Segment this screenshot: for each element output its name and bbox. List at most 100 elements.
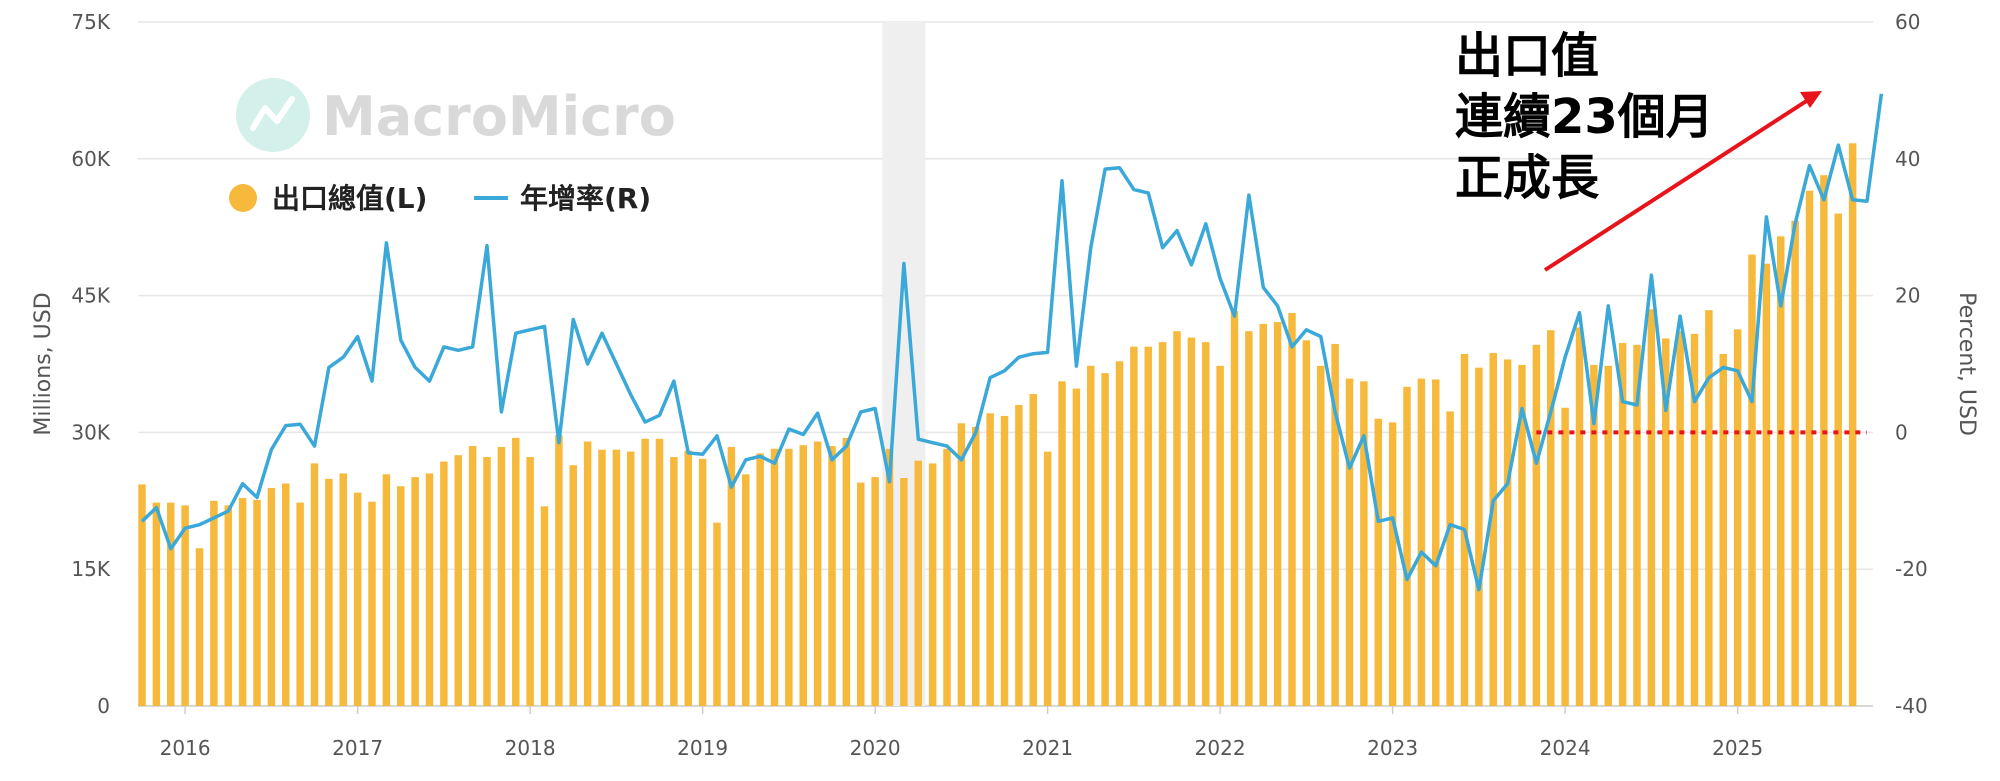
bar [224, 505, 232, 706]
bar [1575, 327, 1584, 706]
x-tick-label: 2018 [505, 736, 556, 760]
annotation-arrow [1543, 98, 1810, 272]
x-tick-label: 2024 [1540, 736, 1591, 760]
x-tick-label: 2019 [677, 736, 728, 760]
bar [1043, 451, 1052, 706]
bar [569, 465, 577, 706]
bar [1432, 379, 1440, 706]
bar [1230, 311, 1239, 706]
bar [181, 505, 189, 706]
right-tick-label: -40 [1895, 694, 1928, 718]
bar [540, 506, 549, 706]
bar [1446, 411, 1454, 706]
bar [1187, 337, 1196, 706]
bar [1848, 143, 1857, 706]
bar [282, 483, 290, 706]
bar [612, 449, 621, 706]
bar [1273, 322, 1282, 706]
x-tick-label: 2016 [160, 736, 211, 760]
bar [1388, 422, 1397, 706]
bar [727, 446, 736, 706]
bar [1690, 333, 1699, 706]
bar [238, 498, 247, 706]
bar [713, 522, 721, 706]
bar [555, 435, 563, 706]
left-tick-label: 60K [71, 147, 110, 171]
bar [641, 438, 649, 706]
right-tick-label: 20 [1895, 284, 1920, 308]
bar [1762, 263, 1771, 706]
bar [167, 502, 175, 706]
bar [1705, 310, 1713, 706]
bar [1547, 330, 1555, 706]
bar [1676, 331, 1684, 706]
bar [1662, 338, 1670, 706]
legend-bar-label: 出口總值(L) [272, 182, 427, 215]
x-axis-ticks: 2016 2017 2018 2019 2020 2021 2022 2023 2024 2025 [160, 706, 1763, 760]
bar [943, 448, 951, 706]
annotation-arrow-head [1800, 91, 1822, 108]
bar [325, 478, 333, 706]
bar [1374, 418, 1382, 706]
bar [1101, 373, 1109, 706]
bar [1058, 381, 1066, 706]
bar [986, 413, 994, 706]
bar [957, 423, 966, 706]
right-axis-title: Percent, USD [1954, 292, 1979, 436]
bar [655, 438, 664, 706]
bar [1331, 343, 1339, 706]
growth-rate-line [140, 93, 1884, 592]
bar [1633, 344, 1641, 706]
bar [468, 446, 477, 706]
x-tick-label: 2023 [1367, 736, 1418, 760]
left-tick-label: 0 [97, 694, 110, 718]
bar [1590, 364, 1598, 706]
bar [885, 448, 894, 706]
legend: 出口總值(L) 年增率(R) [229, 182, 651, 215]
bar [267, 488, 276, 706]
bar [512, 437, 520, 706]
x-tick-label: 2020 [850, 736, 901, 760]
bar [1748, 254, 1756, 706]
right-tick-label: 0 [1895, 420, 1908, 444]
x-tick-label: 2017 [332, 736, 383, 760]
bar [1288, 312, 1296, 706]
bar [1604, 365, 1612, 706]
bar [1561, 407, 1569, 706]
left-axis-title: Millions, USD [31, 292, 56, 435]
bar [1791, 220, 1799, 707]
x-tick-label: 2025 [1712, 736, 1763, 760]
bar [928, 463, 937, 706]
bar [152, 502, 161, 706]
bar [770, 448, 779, 706]
bar [1158, 342, 1167, 706]
left-tick-label: 45K [71, 284, 110, 308]
bar [253, 499, 261, 706]
bar [1302, 340, 1311, 706]
bar [1345, 378, 1354, 706]
bar [1417, 378, 1426, 706]
bar [138, 484, 146, 706]
bar [1202, 342, 1210, 706]
bar [914, 460, 922, 706]
bar [1475, 367, 1483, 706]
bar [1072, 388, 1081, 706]
annotation-line-1: 出口值 [1455, 28, 1599, 84]
bar [1647, 309, 1656, 706]
bar [1820, 175, 1828, 706]
bar [310, 463, 319, 706]
watermark: MacroMicro [236, 78, 676, 152]
bar [1000, 415, 1009, 706]
x-tick-label: 2021 [1022, 736, 1073, 760]
bar [756, 453, 764, 706]
bar [742, 474, 750, 706]
bar [1015, 405, 1023, 706]
bar [526, 457, 534, 706]
bar [1834, 213, 1842, 706]
bar [583, 441, 592, 706]
bar [210, 500, 218, 706]
bar [698, 458, 707, 706]
bar-series [138, 143, 1857, 707]
bar [1360, 381, 1368, 706]
bar [339, 473, 347, 706]
